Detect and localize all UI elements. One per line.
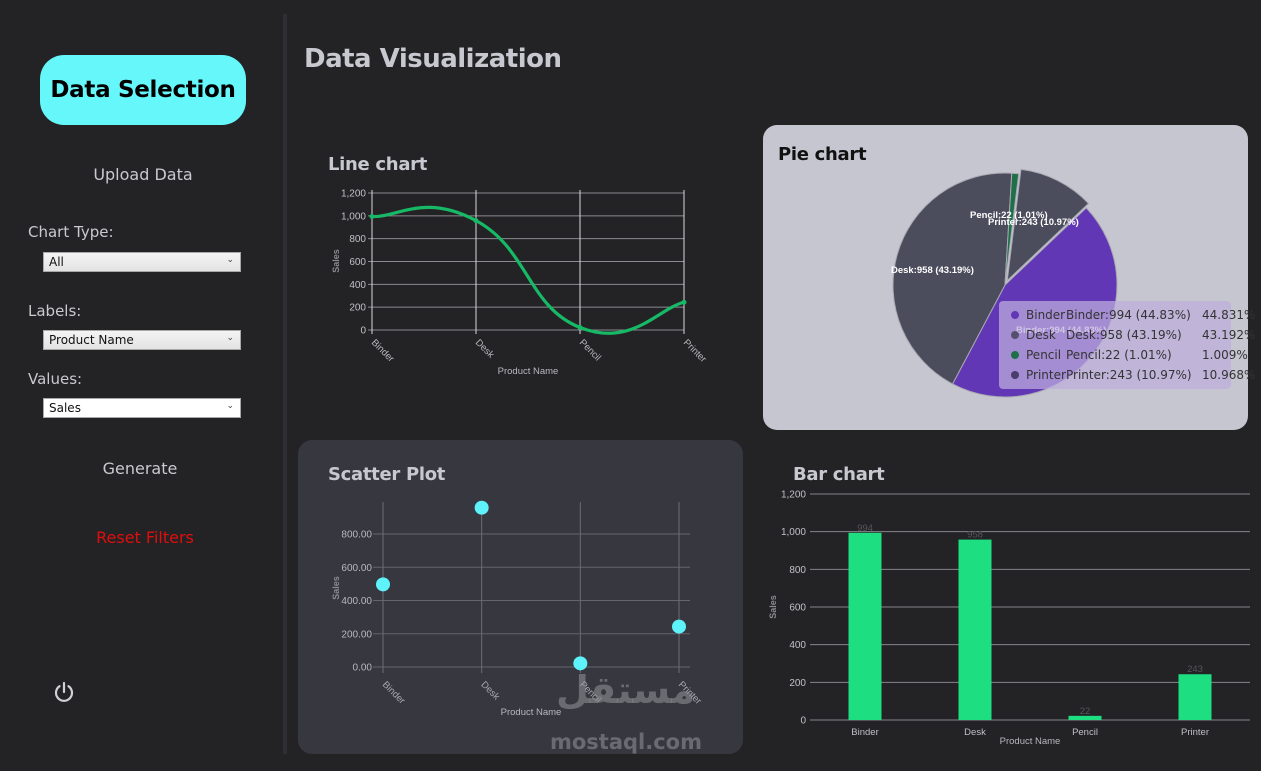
y-tick-label: 400 bbox=[789, 640, 806, 651]
generate-button[interactable]: Generate bbox=[102, 459, 178, 478]
watermark-latin: mostaql.com bbox=[550, 730, 702, 754]
y-axis-label: Sales bbox=[768, 595, 778, 619]
data-point[interactable] bbox=[369, 214, 375, 220]
y-tick-label: 1,200 bbox=[341, 189, 366, 200]
legend-item-desk[interactable]: Desk Desk:958 (43.19%) 43.192% bbox=[1011, 326, 1255, 344]
values-label: Values: bbox=[28, 370, 83, 388]
chevron-down-icon: ⌄ bbox=[226, 255, 234, 265]
bar-data-label: 22 bbox=[1080, 706, 1091, 717]
labels-value: Product Name bbox=[49, 333, 134, 347]
labels-select[interactable]: Product Name ⌄ bbox=[43, 330, 241, 350]
bar-data-label: 994 bbox=[857, 523, 873, 534]
x-axis-label: Product Name bbox=[501, 707, 562, 718]
chart-type-label: Chart Type: bbox=[28, 223, 114, 241]
bar-printer[interactable] bbox=[1178, 674, 1212, 720]
scatter-point-binder[interactable] bbox=[376, 577, 390, 592]
scatter-plot-title: Scatter Plot bbox=[328, 464, 446, 485]
scatter-point-pencil[interactable] bbox=[573, 656, 588, 671]
legend-marker-icon bbox=[1011, 351, 1019, 359]
y-tick-label: 1,000 bbox=[341, 211, 366, 222]
line-chart-title: Line chart bbox=[328, 154, 428, 175]
legend-item-pencil[interactable]: Pencil Pencil:22 (1.01%) 1.009% bbox=[1011, 346, 1248, 364]
upload-data-button[interactable]: Upload Data bbox=[93, 165, 193, 184]
y-tick-label: 400.00 bbox=[341, 596, 372, 607]
y-tick-label: 0 bbox=[800, 716, 806, 727]
pie-slice-desk[interactable] bbox=[892, 172, 1013, 385]
y-tick-label: 200 bbox=[789, 678, 806, 689]
pie-slice-label: Pencil:22 (1.01%) bbox=[970, 210, 1048, 221]
legend-marker-icon bbox=[1011, 331, 1019, 339]
scatter-plot-card bbox=[298, 440, 743, 754]
values-value: Sales bbox=[49, 401, 81, 415]
y-tick-label: 400 bbox=[349, 280, 366, 291]
y-tick-label: 800 bbox=[349, 234, 366, 245]
pie-slice-pencil[interactable] bbox=[1004, 172, 1020, 286]
bar-binder[interactable] bbox=[848, 532, 882, 720]
bar-pencil[interactable] bbox=[1068, 715, 1102, 720]
y-tick-label: 800.00 bbox=[341, 530, 372, 541]
watermark-arabic: مستقل bbox=[556, 668, 695, 712]
y-tick-label: 0 bbox=[360, 326, 366, 337]
legend-marker-icon bbox=[1011, 371, 1019, 379]
y-axis-label: Sales bbox=[331, 576, 341, 600]
bar-data-label: 243 bbox=[1187, 664, 1203, 675]
chevron-down-icon: ⌄ bbox=[226, 333, 234, 343]
legend-item-binder[interactable]: Binder Binder:994 (44.83%) 44.831% bbox=[1011, 306, 1255, 324]
y-tick-label: 600 bbox=[789, 603, 806, 614]
line-series[interactable] bbox=[370, 205, 686, 335]
reset-filters-button[interactable]: Reset Filters bbox=[96, 528, 194, 547]
chart-type-select[interactable]: All ⌄ bbox=[43, 252, 241, 272]
y-tick-label: 200 bbox=[349, 303, 366, 314]
pie-legend: Binder Binder:994 (44.83%) 44.831% Desk … bbox=[999, 301, 1255, 389]
x-tick-label: Pencil bbox=[1072, 727, 1098, 738]
sidebar-divider bbox=[283, 14, 287, 754]
x-tick-label: Printer bbox=[1181, 727, 1209, 738]
data-point[interactable] bbox=[681, 299, 687, 305]
legend-item-printer[interactable]: Printer Printer:243 (10.97%) 10.968% bbox=[1011, 366, 1255, 384]
y-tick-label: 1,000 bbox=[781, 527, 806, 538]
data-point[interactable] bbox=[473, 218, 479, 224]
x-axis-label: Product Name bbox=[498, 366, 559, 377]
chart-type-value: All bbox=[49, 255, 64, 269]
y-tick-label: 1,200 bbox=[781, 490, 806, 501]
bar-desk[interactable] bbox=[958, 539, 992, 720]
data-selection-button[interactable]: Data Selection bbox=[40, 55, 246, 125]
x-axis-label: Product Name bbox=[1000, 736, 1061, 747]
y-tick-label: 800 bbox=[789, 565, 806, 576]
y-tick-label: 600.00 bbox=[341, 563, 372, 574]
scatter-point-desk[interactable] bbox=[474, 500, 489, 515]
power-icon[interactable] bbox=[52, 680, 76, 704]
y-axis-label: Sales bbox=[331, 249, 341, 273]
bar-data-label: 958 bbox=[967, 530, 983, 541]
pie-chart-title: Pie chart bbox=[778, 144, 867, 165]
y-tick-label: 0.00 bbox=[353, 663, 373, 674]
y-tick-label: 200.00 bbox=[341, 629, 372, 640]
scatter-point-printer[interactable] bbox=[672, 619, 686, 634]
page-title: Data Visualization bbox=[304, 44, 562, 74]
pie-slice-printer[interactable] bbox=[1006, 168, 1090, 282]
x-tick-label: Desk bbox=[964, 727, 986, 738]
pie-slice-label: Printer:243 (10.97%) bbox=[988, 217, 1079, 228]
data-point[interactable] bbox=[577, 324, 583, 330]
bar-chart-title: Bar chart bbox=[793, 464, 885, 485]
chevron-down-icon: ⌄ bbox=[226, 401, 234, 411]
y-tick-label: 600 bbox=[349, 257, 366, 268]
x-tick-label: Binder bbox=[851, 727, 878, 738]
labels-label: Labels: bbox=[28, 302, 82, 320]
values-select[interactable]: Sales ⌄ bbox=[43, 398, 241, 418]
sidebar: Data Selection Upload Data Chart Type: A… bbox=[0, 0, 283, 771]
pie-slice-label: Desk:958 (43.19%) bbox=[891, 265, 974, 276]
legend-marker-icon bbox=[1011, 311, 1019, 319]
